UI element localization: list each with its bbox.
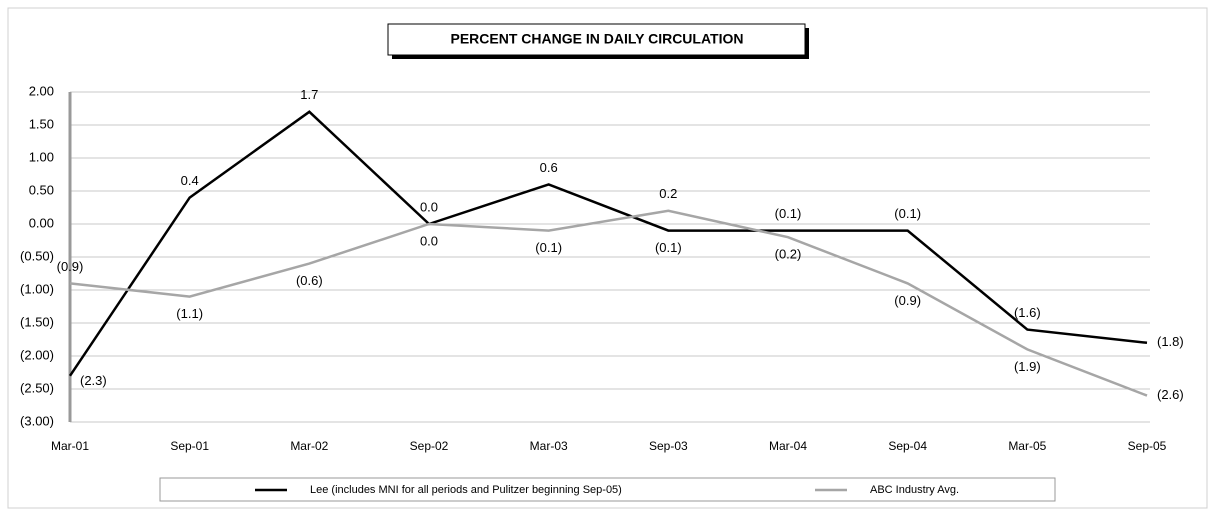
y-tick-label: (3.00) (20, 413, 54, 428)
x-tick-label: Sep-05 (1128, 439, 1167, 453)
data-label: (0.6) (296, 273, 323, 288)
data-label: (0.1) (535, 240, 562, 255)
y-tick-label: (1.50) (20, 314, 54, 329)
data-label: 0.4 (181, 173, 199, 188)
data-label: (1.9) (1014, 359, 1041, 374)
data-label: 0.2 (659, 186, 677, 201)
x-tick-label: Mar-01 (51, 439, 89, 453)
y-tick-label: 1.50 (29, 116, 54, 131)
data-label: (2.3) (80, 373, 107, 388)
series-line (68, 110, 1148, 377)
data-label: (1.6) (1014, 305, 1041, 320)
y-tick-label: 1.00 (29, 149, 54, 164)
title-box (387, 23, 806, 56)
data-label: 0.0 (420, 233, 438, 248)
legend-label: ABC Industry Avg. (870, 484, 959, 496)
x-tick-label: Sep-02 (410, 439, 449, 453)
data-label: (0.2) (775, 247, 802, 262)
data-label: 0.6 (540, 160, 558, 175)
x-tick-label: Mar-05 (1008, 439, 1046, 453)
data-label: 0.0 (420, 199, 438, 214)
data-label: 1.7 (300, 87, 318, 102)
y-tick-label: 0.00 (29, 215, 54, 230)
data-label: (2.6) (1157, 387, 1184, 402)
chart-title: PERCENT CHANGE IN DAILY CIRCULATION (451, 31, 744, 47)
legend-box (159, 477, 1056, 502)
data-label: (0.1) (775, 206, 802, 221)
data-label: (0.9) (57, 259, 84, 274)
y-tick-label: (0.50) (20, 248, 54, 263)
data-label: (0.9) (894, 293, 921, 308)
data-label: (1.8) (1157, 334, 1184, 349)
y-tick-label: (2.00) (20, 347, 54, 362)
legend-label: Lee (includes MNI for all periods and Pu… (310, 484, 622, 496)
y-tick-label: 0.50 (29, 182, 54, 197)
data-label: (1.1) (176, 306, 203, 321)
y-tick-label: (1.00) (20, 281, 54, 296)
x-tick-label: Mar-04 (769, 439, 807, 453)
chart-border (7, 7, 1208, 509)
data-label: (0.1) (894, 206, 921, 221)
y-tick-label: 2.00 (29, 83, 54, 98)
x-tick-label: Sep-03 (649, 439, 688, 453)
y-tick-label: (2.50) (20, 380, 54, 395)
series-line (69, 209, 1148, 397)
x-tick-label: Sep-04 (888, 439, 927, 453)
x-tick-label: Mar-02 (290, 439, 328, 453)
x-tick-label: Mar-03 (530, 439, 568, 453)
data-label: (0.1) (655, 240, 682, 255)
x-tick-label: Sep-01 (170, 439, 209, 453)
